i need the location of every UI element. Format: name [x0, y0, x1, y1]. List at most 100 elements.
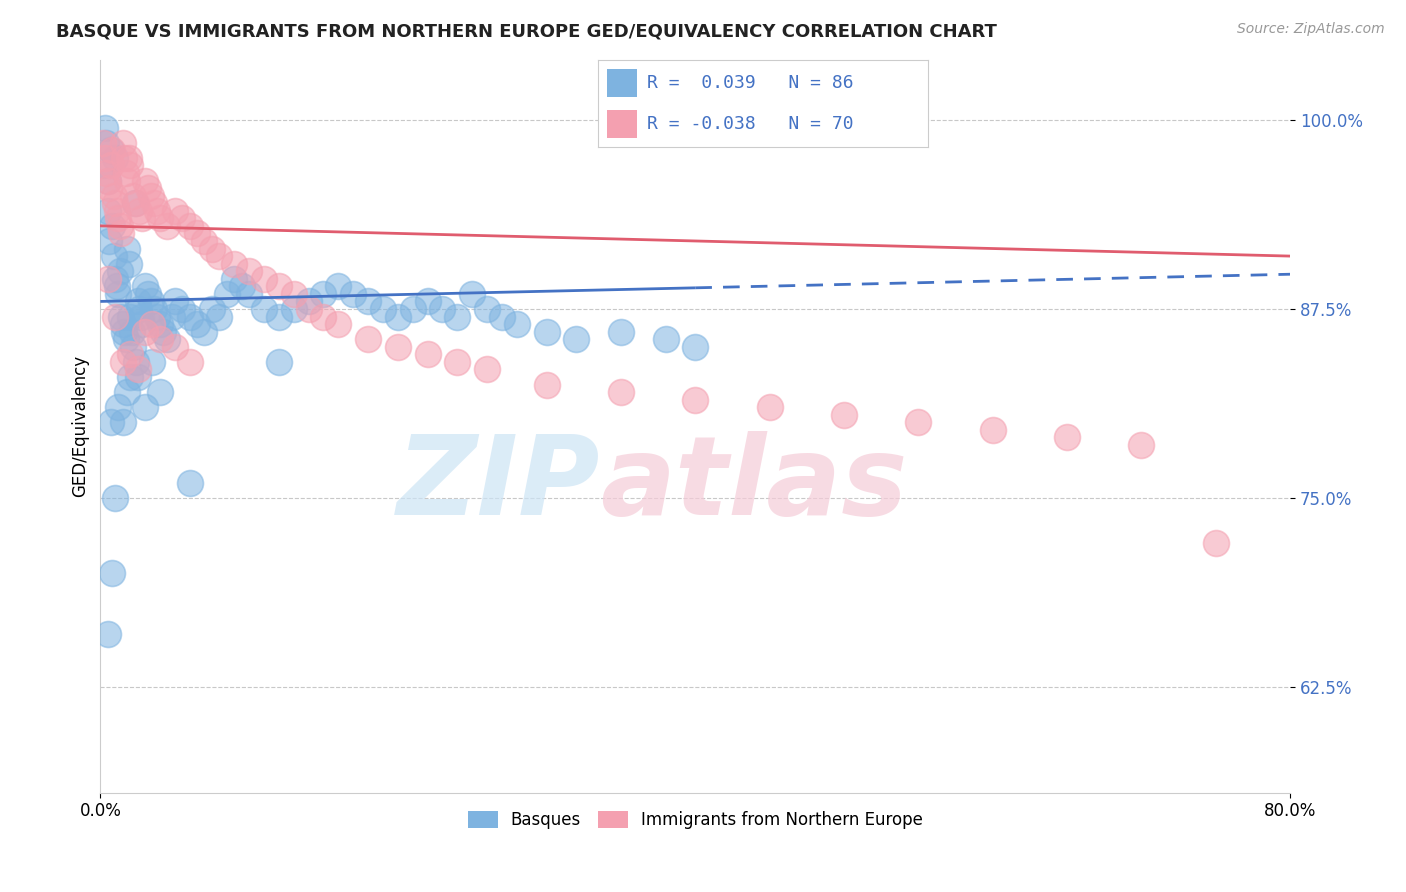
Point	[112, 151, 135, 165]
Point	[446, 310, 468, 324]
Point	[387, 310, 409, 324]
Point	[100, 415, 122, 429]
Point	[111, 317, 134, 331]
Point	[127, 294, 149, 309]
Point	[91, 158, 114, 172]
Point	[172, 211, 194, 226]
Point	[108, 264, 131, 278]
Point	[253, 301, 276, 316]
Point	[163, 294, 186, 309]
Point	[283, 301, 305, 316]
Point	[152, 325, 174, 339]
Point	[115, 242, 138, 256]
Point	[139, 188, 162, 202]
Point	[758, 401, 780, 415]
Point	[111, 136, 134, 150]
Point	[149, 211, 172, 226]
Point	[129, 310, 152, 324]
Point	[101, 143, 124, 157]
Point	[193, 325, 215, 339]
Point	[112, 325, 135, 339]
Point	[141, 355, 163, 369]
Point	[231, 279, 253, 293]
Point	[100, 158, 122, 172]
Point	[491, 310, 513, 324]
Point	[105, 279, 128, 293]
Point	[146, 310, 169, 324]
Text: R =  0.039   N = 86: R = 0.039 N = 86	[647, 74, 853, 92]
Point	[142, 196, 165, 211]
Point	[125, 355, 148, 369]
Point	[136, 181, 159, 195]
Point	[253, 272, 276, 286]
Point	[475, 362, 498, 376]
Point	[120, 347, 142, 361]
Point	[134, 173, 156, 187]
Point	[506, 317, 529, 331]
Point	[536, 377, 558, 392]
Point	[125, 196, 148, 211]
Point	[134, 279, 156, 293]
Point	[1130, 438, 1153, 452]
Point	[536, 325, 558, 339]
Point	[461, 286, 484, 301]
Point	[201, 301, 224, 316]
Point	[127, 362, 149, 376]
Point	[208, 310, 231, 324]
Point	[475, 301, 498, 316]
Point	[127, 370, 149, 384]
Point	[312, 286, 335, 301]
Point	[134, 401, 156, 415]
Point	[114, 166, 136, 180]
Point	[107, 286, 129, 301]
Point	[186, 317, 208, 331]
Point	[201, 242, 224, 256]
Point	[312, 310, 335, 324]
Point	[128, 301, 150, 316]
Legend: Basques, Immigrants from Northern Europe: Basques, Immigrants from Northern Europe	[461, 804, 929, 836]
Point	[297, 301, 319, 316]
Point	[416, 347, 439, 361]
Point	[103, 188, 125, 202]
Point	[432, 301, 454, 316]
Point	[328, 317, 350, 331]
Point	[131, 211, 153, 226]
Point	[141, 317, 163, 331]
Point	[120, 158, 142, 172]
Point	[115, 173, 138, 187]
Point	[981, 423, 1004, 437]
Point	[104, 151, 127, 165]
Point	[297, 294, 319, 309]
Point	[156, 332, 179, 346]
Point	[96, 166, 118, 180]
Y-axis label: GED/Equivalency: GED/Equivalency	[72, 355, 89, 497]
Point	[115, 385, 138, 400]
Point	[179, 355, 201, 369]
Point	[610, 385, 633, 400]
Point	[104, 196, 127, 211]
Point	[193, 234, 215, 248]
Point	[97, 627, 120, 641]
Point	[238, 286, 260, 301]
Point	[1056, 430, 1078, 444]
Point	[114, 332, 136, 346]
Point	[142, 301, 165, 316]
Point	[238, 264, 260, 278]
Point	[110, 310, 132, 324]
Bar	[607, 110, 637, 138]
Point	[371, 301, 394, 316]
Point	[104, 310, 127, 324]
Point	[120, 370, 142, 384]
Point	[94, 151, 117, 165]
Text: BASQUE VS IMMIGRANTS FROM NORTHERN EUROPE GED/EQUIVALENCY CORRELATION CHART: BASQUE VS IMMIGRANTS FROM NORTHERN EUROP…	[56, 22, 997, 40]
Point	[179, 219, 201, 233]
Point	[357, 294, 380, 309]
Point	[402, 301, 425, 316]
Point	[105, 203, 128, 218]
Point	[186, 227, 208, 241]
Point	[97, 203, 120, 218]
Point	[267, 279, 290, 293]
Point	[117, 151, 139, 165]
Text: Source: ZipAtlas.com: Source: ZipAtlas.com	[1237, 22, 1385, 37]
Text: ZIP: ZIP	[396, 431, 600, 538]
